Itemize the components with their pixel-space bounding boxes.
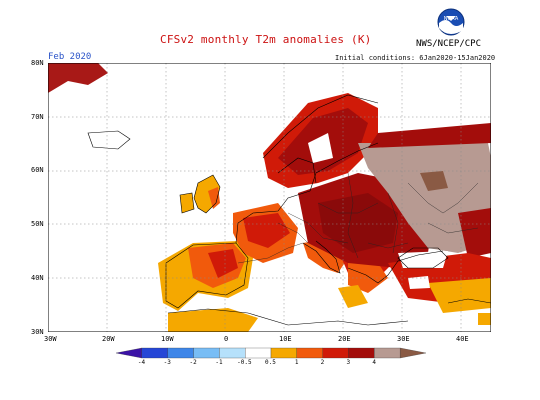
colorbar-tick-label: -1 bbox=[215, 359, 223, 366]
graticule bbox=[48, 63, 491, 332]
initial-conditions-label: Initial conditions: 6Jan2020-15Jan2020 bbox=[335, 54, 496, 62]
colorbar-segment bbox=[400, 347, 426, 359]
colorbar-segment bbox=[296, 347, 323, 359]
country-borders bbox=[237, 172, 479, 264]
colorbar-segment bbox=[270, 347, 297, 359]
colorbar-segment bbox=[141, 347, 168, 359]
noaa-logo-icon: NOAA bbox=[437, 8, 465, 36]
lon-label-10w: 10W bbox=[161, 335, 174, 343]
svg-text:NOAA: NOAA bbox=[444, 16, 459, 22]
lat-label-60n: 60N bbox=[31, 166, 44, 174]
colorbar-segment bbox=[167, 347, 194, 359]
colorbar-tick-label: 3 bbox=[346, 359, 351, 366]
lat-label-80n: 80N bbox=[31, 59, 44, 67]
lon-label-40e: 40E bbox=[456, 335, 469, 343]
colorbar-segment bbox=[348, 347, 375, 359]
colorbar-tick-label: -0.5 bbox=[237, 359, 252, 366]
lon-label-30e: 30E bbox=[397, 335, 410, 343]
colorbar-tick-label: 0.5 bbox=[265, 359, 276, 366]
colorbar-segment bbox=[245, 347, 272, 359]
colorbar-tick-label: -2 bbox=[189, 359, 197, 366]
colorbar-segment bbox=[219, 347, 246, 359]
lon-label-20w: 20W bbox=[102, 335, 115, 343]
colorbar-segment bbox=[193, 347, 220, 359]
colorbar-tick-label: -3 bbox=[163, 359, 171, 366]
lat-label-40n: 40N bbox=[31, 274, 44, 282]
lon-label-0: 0 bbox=[224, 335, 229, 343]
organization-label: NWS/NCEP/CPC bbox=[416, 39, 482, 49]
lat-label-30n: 30N bbox=[31, 328, 44, 336]
lon-label-10e: 10E bbox=[279, 335, 292, 343]
forecast-month-label: Feb 2020 bbox=[48, 52, 92, 62]
colorbar-segment bbox=[374, 347, 401, 359]
colorbar-tick-label: -4 bbox=[137, 359, 146, 366]
colorbar-tick-label: 4 bbox=[372, 359, 376, 366]
colorbar bbox=[116, 347, 426, 359]
colorbar-segment bbox=[322, 347, 349, 359]
lat-label-70n: 70N bbox=[31, 113, 44, 121]
lat-label-50n: 50N bbox=[31, 220, 44, 228]
temperature-anomaly-map bbox=[48, 63, 491, 332]
coastlines bbox=[87, 94, 491, 326]
colorbar-tick-label: 2 bbox=[320, 359, 325, 366]
map-title: CFSv2 monthly T2m anomalies (K) bbox=[160, 33, 372, 46]
lon-label-20e: 20E bbox=[338, 335, 351, 343]
colorbar-segment bbox=[116, 347, 142, 359]
lon-label-30w: 30W bbox=[44, 335, 57, 343]
colorbar-tick-label: 1 bbox=[294, 359, 299, 366]
